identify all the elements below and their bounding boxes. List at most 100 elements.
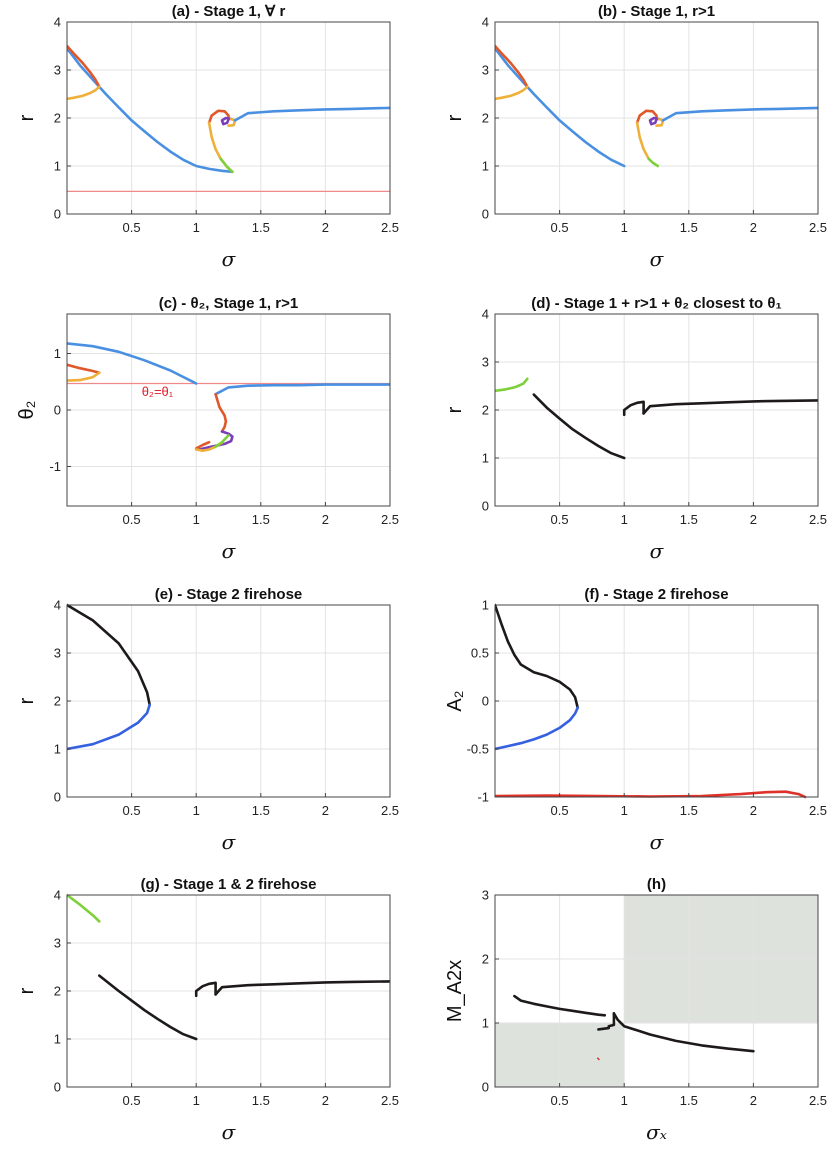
y-tick-label: 2	[54, 111, 61, 126]
x-tick-label: 2	[322, 220, 329, 235]
x-tick-label: 1	[193, 1093, 200, 1108]
panel-title: (d) - Stage 1 + r>1 + θ₂ closest to θ₁	[531, 295, 781, 312]
series-line-blue	[67, 342, 198, 385]
y-tick-label: 4	[54, 15, 61, 30]
series-line-black	[214, 980, 390, 996]
y-tick-label: 0	[482, 207, 489, 222]
panel-title: (c) - θ₂, Stage 1, r>1	[159, 295, 298, 312]
x-tick-label: 1	[621, 1093, 628, 1108]
y-tick-label: 3	[482, 888, 489, 903]
x-tick-label: 0.5	[123, 1093, 141, 1108]
panel-f: 0.5 1 1.5 2 2.5 -1 -0.5 0 0.5 1 (f) - Stage 2 fire…	[444, 586, 827, 854]
x-axis-label: σ	[222, 539, 237, 563]
series-line-green	[495, 377, 529, 393]
x-axis-label: σ	[650, 830, 665, 854]
y-tick-label: 0	[54, 207, 61, 222]
y-tick-label: 1	[482, 1016, 489, 1031]
y-tick-label: 1	[54, 159, 61, 174]
x-tick-label: 1.5	[252, 512, 270, 527]
series-line-blue	[214, 383, 390, 396]
x-tick-label: 2.5	[381, 1093, 399, 1108]
y-tick-label: -1	[49, 459, 61, 474]
panel-b: 0.5 1 1.5 2 2.5 0 1 2 3 4 (b) - Stage 1, r>1 σ r	[444, 3, 827, 271]
x-tick-label: 0.5	[551, 1093, 569, 1108]
series-line-orange	[194, 440, 211, 450]
series-line-red	[495, 790, 807, 799]
x-tick-label: 2.5	[381, 803, 399, 818]
y-tick-label: -1	[477, 790, 489, 805]
series-line-blue	[233, 106, 390, 122]
series-line-royal	[67, 703, 151, 751]
y-tick-label: 3	[482, 355, 489, 370]
series-line-orange	[67, 363, 101, 375]
x-tick-label: 1	[193, 220, 200, 235]
series-line-black	[67, 603, 151, 707]
panel-title: (b) - Stage 1, r>1	[598, 3, 715, 20]
panel-h: 0.5 1 1.5 2 2.5 0 1 2 3 (h) σₓ M_A2x	[444, 876, 827, 1144]
y-tick-label: 4	[482, 15, 489, 30]
y-tick-label: 1	[482, 159, 489, 174]
x-tick-label: 0.5	[123, 220, 141, 235]
series-line-blue	[495, 47, 626, 168]
series-line-black	[98, 974, 198, 1041]
x-tick-label: 0.5	[551, 512, 569, 527]
x-tick-label: 1.5	[680, 803, 698, 818]
x-tick-label: 0.5	[551, 220, 569, 235]
x-tick-label: 1	[193, 512, 200, 527]
x-tick-label: 1.5	[252, 220, 270, 235]
y-axis-label: r	[16, 697, 38, 704]
y-axis-label: A₂	[444, 690, 466, 711]
series-line-purple	[220, 116, 233, 126]
annotation-label: θ₂=θ₁	[142, 384, 174, 399]
y-tick-label: 1	[54, 346, 61, 361]
series-line-black	[495, 603, 580, 710]
panel-title: (g) - Stage 1 & 2 firehose	[141, 876, 317, 893]
series-line-blue	[67, 47, 234, 174]
y-axis-label: r	[16, 114, 38, 121]
panel-a: 0.5 1 1.5 2 2.5 0 1 2 3 4 (a) - Stage 1, ∀ r σ r	[16, 3, 399, 271]
series-line-orange	[495, 44, 529, 89]
y-tick-label: 0.5	[471, 646, 489, 661]
y-tick-label: 0	[482, 694, 489, 709]
series-line-royal	[495, 706, 580, 751]
x-tick-label: 1	[621, 220, 628, 235]
y-tick-label: 2	[54, 694, 61, 709]
x-tick-label: 2	[750, 803, 757, 818]
x-tick-label: 2	[750, 512, 757, 527]
y-tick-label: 4	[54, 598, 61, 613]
x-tick-label: 2	[322, 1093, 329, 1108]
panel-title: (a) - Stage 1, ∀ r	[172, 3, 286, 20]
series-line-yellow	[655, 117, 665, 127]
y-tick-label: 4	[54, 888, 61, 903]
panel-c: 0.5 1 1.5 2 2.5 -1 0 1 (c) - θ₂, Stage 1, r>1 σ θ₂…	[16, 295, 399, 563]
y-tick-label: 0	[54, 403, 61, 418]
x-axis-label: σ	[222, 830, 237, 854]
y-axis-label: θ₂	[16, 401, 38, 420]
y-tick-label: 1	[54, 1032, 61, 1047]
y-tick-label: -0.5	[467, 742, 489, 757]
y-tick-label: 0	[54, 790, 61, 805]
x-tick-label: 1.5	[680, 1093, 698, 1108]
panel-d: 0.5 1 1.5 2 2.5 0 1 2 3 4 (d) - Stage 1 + r>1 + θ₂…	[444, 295, 827, 563]
axis-box	[494, 894, 819, 1088]
series-line-orange	[207, 109, 230, 125]
x-tick-label: 1.5	[680, 512, 698, 527]
x-tick-label: 2.5	[381, 220, 399, 235]
x-tick-label: 1.5	[680, 220, 698, 235]
y-axis-label: r	[444, 406, 466, 413]
y-tick-label: 1	[482, 598, 489, 613]
x-tick-label: 2.5	[381, 512, 399, 527]
x-tick-label: 2.5	[809, 1093, 827, 1108]
series-line-blue	[661, 106, 818, 122]
y-tick-label: 0	[482, 1080, 489, 1095]
series-line-green	[647, 157, 660, 168]
x-tick-label: 0.5	[123, 512, 141, 527]
x-tick-label: 1	[621, 512, 628, 527]
y-tick-label: 3	[482, 63, 489, 78]
x-tick-label: 1	[193, 803, 200, 818]
series-line-yellow	[495, 85, 529, 101]
y-axis-label: M_A2x	[444, 960, 466, 1022]
panel-title: (h)	[647, 876, 666, 893]
series-line-yellow	[67, 371, 101, 382]
